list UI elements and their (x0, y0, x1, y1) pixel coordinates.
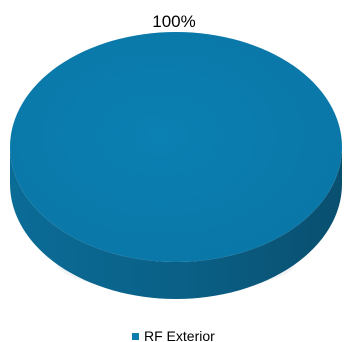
pie-slice-side-rf-exterior (10, 147, 342, 299)
legend-swatch-rf-exterior (132, 333, 139, 340)
pie-slice-rf-exterior (10, 32, 342, 262)
legend-label-rf-exterior: RF Exterior (144, 328, 215, 342)
legend: RF Exterior (132, 328, 215, 342)
data-label-rf-exterior: 100% (152, 12, 195, 31)
